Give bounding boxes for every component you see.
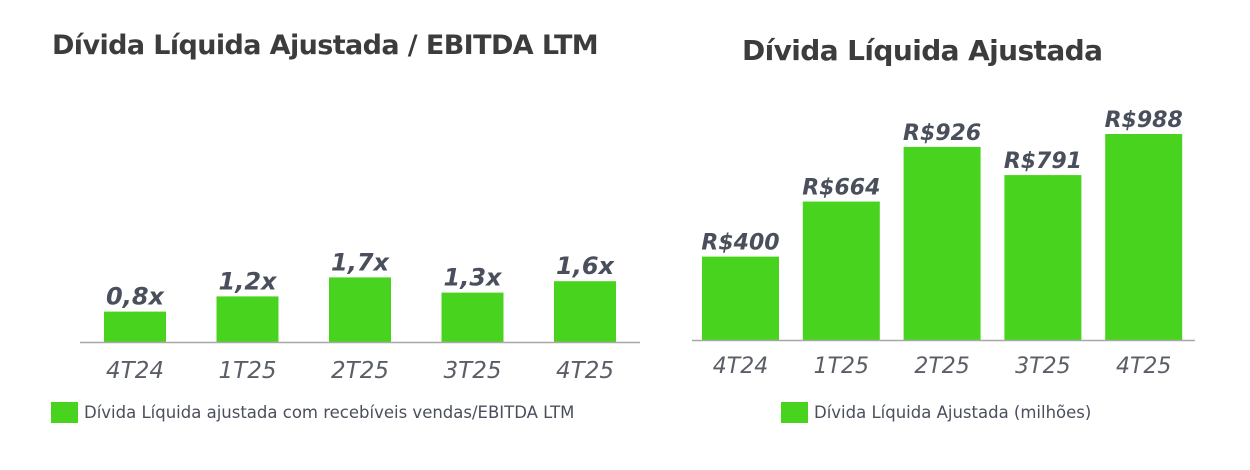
bar-4T25 <box>554 281 616 342</box>
data-label: R$988 <box>1105 108 1183 133</box>
bar-4T24 <box>702 256 779 340</box>
bar-2T25 <box>903 146 981 340</box>
category-label: 4T24 <box>106 358 164 384</box>
legend-leverage: Dívida Líquida ajustada com recebíveis v… <box>51 402 574 423</box>
chart-title-leverage: Dívida Líquida Ajustada / EBITDA LTM <box>52 30 599 61</box>
data-label: R$791 <box>1004 149 1082 174</box>
bar-4T24 <box>104 311 166 342</box>
category-label: 4T24 <box>713 354 768 379</box>
bar-1T25 <box>802 201 880 340</box>
chart-title-net-debt: Dívida Líquida Ajustada <box>742 34 1103 67</box>
data-label: 1,2x <box>219 267 279 295</box>
category-label: 3T25 <box>1015 354 1070 379</box>
legend-label: Dívida Líquida Ajustada (milhões) <box>814 403 1092 422</box>
category-label: 1T25 <box>814 354 869 379</box>
bar-4T25 <box>1105 134 1183 340</box>
legend-net-debt: Dívida Líquida Ajustada (milhões) <box>781 402 1091 423</box>
category-label: 3T25 <box>444 358 502 384</box>
legend-label: Dívida Líquida ajustada com recebíveis v… <box>84 403 575 422</box>
data-label: R$664 <box>802 176 880 201</box>
category-label: 2T25 <box>331 358 389 384</box>
data-label: 1,3x <box>444 264 504 292</box>
category-label: 4T25 <box>1116 354 1171 379</box>
bar-1T25 <box>216 296 279 342</box>
legend-swatch <box>51 402 78 423</box>
bar-3T25 <box>1004 175 1082 340</box>
data-label: 1,7x <box>331 248 391 276</box>
leverage-chart: 0,8x 4T24 1,2x 1T25 1,7x 2T25 1,3x 3T25 1,6x 4T25 <box>80 248 640 384</box>
net-debt-chart: R$400 4T24 R$664 1T25 R$926 2T25 R$791 3T25 R$98… <box>692 108 1195 379</box>
category-label: 2T25 <box>914 354 969 379</box>
data-label: 0,8x <box>106 283 166 311</box>
data-label: R$926 <box>903 121 981 146</box>
data-label: 1,6x <box>556 252 616 280</box>
bar-3T25 <box>441 292 504 342</box>
legend-swatch <box>781 402 808 423</box>
category-label: 4T25 <box>556 358 614 384</box>
data-label: R$400 <box>701 231 779 256</box>
category-label: 1T25 <box>219 358 277 384</box>
bar-2T25 <box>329 277 391 342</box>
